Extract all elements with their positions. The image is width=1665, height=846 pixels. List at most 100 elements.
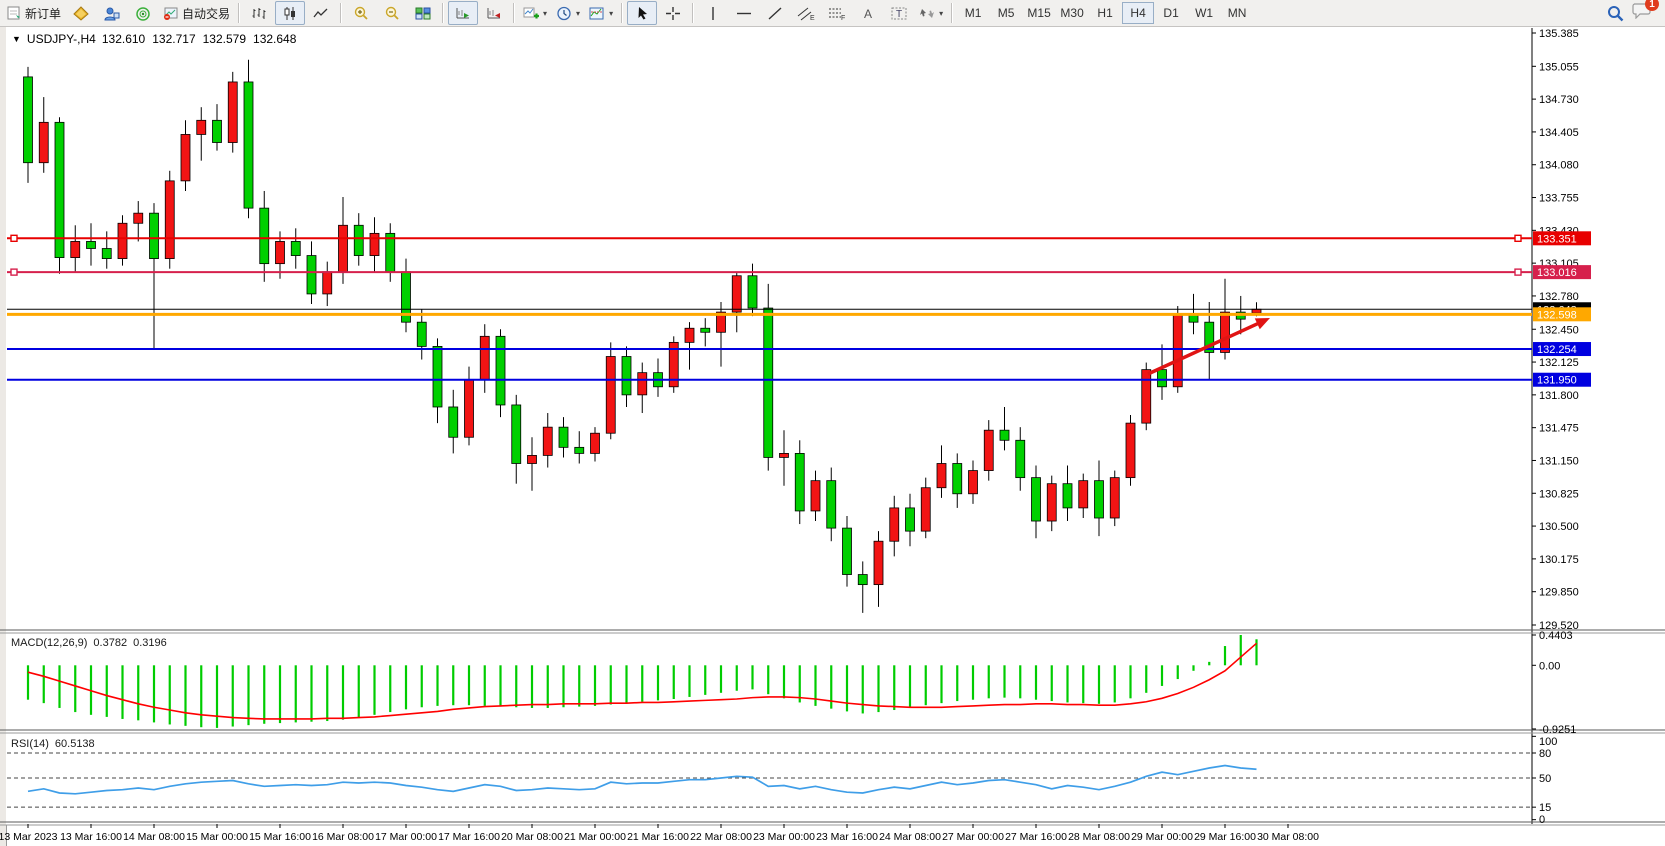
vertical-line-button[interactable] bbox=[698, 1, 728, 25]
price-tick-label: 134.730 bbox=[1539, 94, 1579, 106]
timeframe-m15[interactable]: M15 bbox=[1027, 6, 1051, 20]
candle-body bbox=[54, 121, 65, 258]
timeframe-d1[interactable]: D1 bbox=[1163, 6, 1179, 20]
candle-body bbox=[70, 241, 81, 258]
trend-arrow-head[interactable] bbox=[1254, 318, 1270, 330]
time-axis-label: 29 Mar 00:00 bbox=[1131, 831, 1193, 843]
indicators-button[interactable]: ▾ bbox=[519, 1, 551, 25]
autotrading-button[interactable]: 自动交易 bbox=[159, 1, 234, 25]
timeframe-w1[interactable]: W1 bbox=[1195, 6, 1214, 20]
timeframe-m30[interactable]: M30 bbox=[1060, 6, 1084, 20]
search-icon[interactable] bbox=[1607, 5, 1624, 22]
periods-button[interactable]: ▾ bbox=[552, 1, 584, 25]
toolbar-separator bbox=[442, 3, 445, 23]
timeframe-mn[interactable]: MN bbox=[1227, 6, 1247, 20]
candle-body bbox=[590, 432, 600, 454]
time-axis-label: 29 Mar 16:00 bbox=[1194, 831, 1256, 843]
price-tick-label: 129.520 bbox=[1539, 620, 1579, 632]
zoom-in-button[interactable] bbox=[346, 1, 376, 25]
chevron-down-icon[interactable]: ▾ bbox=[939, 8, 944, 18]
candle-body bbox=[227, 81, 238, 143]
chart-title-collapse-icon[interactable]: ▼ bbox=[12, 34, 21, 44]
candle-body bbox=[290, 241, 301, 256]
time-axis-label: 21 Mar 16:00 bbox=[627, 831, 689, 843]
candle-body bbox=[1062, 483, 1073, 509]
time-axis-label: 21 Mar 00:00 bbox=[564, 831, 626, 843]
time-axis-label: 14 Mar 08:00 bbox=[123, 831, 185, 843]
fibonacci-button[interactable]: F bbox=[822, 1, 852, 25]
candle-body bbox=[936, 463, 947, 489]
candle-body bbox=[684, 327, 695, 343]
candle-body bbox=[527, 455, 537, 464]
zoom-out-button[interactable] bbox=[377, 1, 407, 25]
toolbar-separator bbox=[340, 3, 343, 23]
auto-scroll-button[interactable] bbox=[448, 1, 479, 25]
cursor-button[interactable] bbox=[627, 1, 658, 25]
chevron-down-icon[interactable]: ▾ bbox=[543, 8, 548, 18]
price-tick-label: 131.800 bbox=[1539, 390, 1579, 402]
macd-indicator-label: MACD(12,26,9) 0.3782 0.3196 bbox=[11, 637, 167, 649]
candle-body bbox=[306, 255, 317, 295]
svg-text:E: E bbox=[810, 15, 815, 21]
new-order-button[interactable]: 新订单 bbox=[3, 1, 65, 25]
toolbar-separator bbox=[692, 3, 695, 23]
candlestick-chart-button[interactable] bbox=[275, 1, 306, 25]
rsi-line bbox=[27, 764, 1257, 795]
line-chart-button[interactable] bbox=[306, 1, 336, 25]
tile-windows-button[interactable] bbox=[408, 1, 438, 25]
candle-body bbox=[983, 429, 994, 471]
candle-body bbox=[842, 527, 852, 575]
line-handle[interactable] bbox=[10, 268, 18, 276]
timeframe-h1[interactable]: H1 bbox=[1097, 6, 1113, 20]
candle-body bbox=[86, 241, 96, 249]
text-label-button[interactable]: T bbox=[884, 1, 914, 25]
autotrading-label: 自动交易 bbox=[182, 6, 231, 21]
bar-chart-button[interactable] bbox=[244, 1, 274, 25]
price-tag-resistance-upper bbox=[1533, 231, 1591, 246]
line-handle[interactable] bbox=[1514, 268, 1522, 276]
toolbar-separator bbox=[621, 3, 624, 23]
trendline-button[interactable] bbox=[760, 1, 790, 25]
chevron-down-icon[interactable]: ▾ bbox=[576, 8, 581, 18]
text-button[interactable]: A bbox=[853, 1, 883, 25]
candle-body bbox=[1046, 483, 1057, 522]
templates-button[interactable]: ▾ bbox=[585, 1, 617, 25]
price-tag-support-lower bbox=[1533, 372, 1591, 387]
timeframe-m5[interactable]: M5 bbox=[997, 6, 1015, 20]
candle-body bbox=[700, 327, 711, 333]
candle-body bbox=[621, 356, 632, 396]
price-tick-label: 135.385 bbox=[1539, 28, 1579, 40]
mql5-button[interactable] bbox=[66, 1, 96, 25]
candle-body bbox=[338, 224, 348, 273]
chart-shift-button[interactable] bbox=[479, 1, 509, 25]
candle-body bbox=[794, 453, 805, 512]
horizontal-line-button[interactable] bbox=[729, 1, 759, 25]
autotrading-icon bbox=[164, 7, 178, 20]
signals-button[interactable] bbox=[128, 1, 158, 25]
candle-body bbox=[763, 307, 774, 458]
candle-body bbox=[542, 426, 553, 456]
candle-body bbox=[905, 507, 915, 532]
candle-body bbox=[1125, 422, 1136, 479]
arrows-button[interactable]: ▾ bbox=[915, 1, 947, 25]
chevron-down-icon[interactable]: ▾ bbox=[609, 8, 614, 18]
timeframe-h4[interactable]: H4 bbox=[1122, 2, 1155, 24]
trend-arrow-line[interactable] bbox=[1147, 320, 1262, 376]
line-handle[interactable] bbox=[1514, 234, 1522, 243]
price-tag-label: 132.598 bbox=[1537, 309, 1577, 321]
toolbar-separator bbox=[951, 3, 954, 23]
new-order-icon bbox=[7, 6, 20, 20]
crosshair-button[interactable] bbox=[658, 1, 688, 25]
candle-body bbox=[1251, 308, 1262, 314]
fibonacci-icon: F bbox=[829, 8, 845, 21]
text-icon: A bbox=[864, 7, 872, 21]
timeframe-m1[interactable]: M1 bbox=[964, 6, 982, 20]
macd-signal-line bbox=[27, 642, 1258, 720]
line-handle[interactable] bbox=[10, 234, 18, 243]
equidistant-channel-button[interactable]: E bbox=[791, 1, 821, 25]
candle-body bbox=[275, 241, 285, 265]
toolbar-separator bbox=[513, 3, 516, 23]
profile-button[interactable] bbox=[97, 1, 127, 25]
notifications-button[interactable]: 1 bbox=[1632, 0, 1659, 24]
